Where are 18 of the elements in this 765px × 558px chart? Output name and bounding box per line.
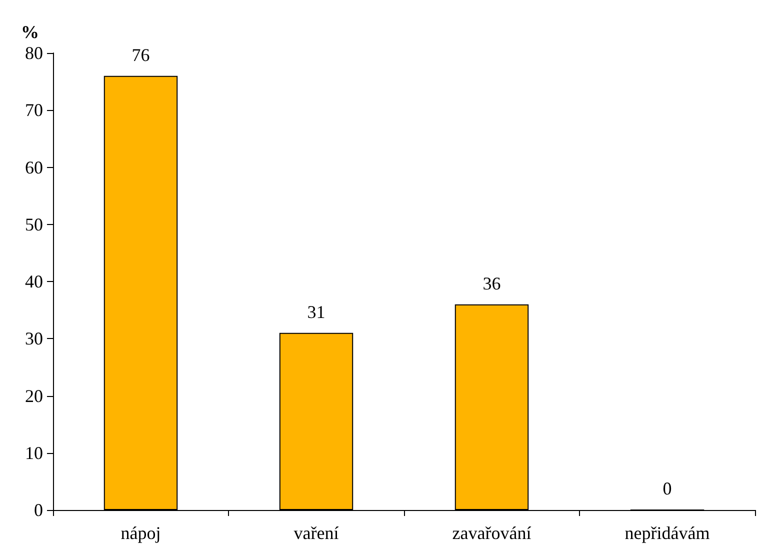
y-tick-label: 70 (25, 100, 43, 120)
y-tick-label: 20 (25, 386, 43, 406)
data-label: 31 (307, 302, 326, 322)
data-label: 0 (662, 478, 672, 498)
data-label: 76 (132, 44, 150, 65)
y-tick-label: 80 (25, 43, 43, 63)
y-tick-label: 10 (25, 442, 43, 463)
x-tick-label: vaření (294, 523, 339, 543)
y-tick-label: 60 (25, 157, 43, 178)
y-tick-label: 0 (34, 500, 43, 520)
y-axis-title: % (21, 22, 39, 42)
y-tick-label: 30 (25, 328, 43, 349)
y-tick-label: 50 (25, 214, 43, 234)
data-label: 36 (482, 273, 501, 294)
y-tick-label: 40 (25, 272, 43, 292)
x-tick-label: nápoj (120, 523, 161, 543)
x-tick-label: nepřidávám (624, 523, 710, 543)
x-tick-label: zavařování (452, 523, 532, 543)
